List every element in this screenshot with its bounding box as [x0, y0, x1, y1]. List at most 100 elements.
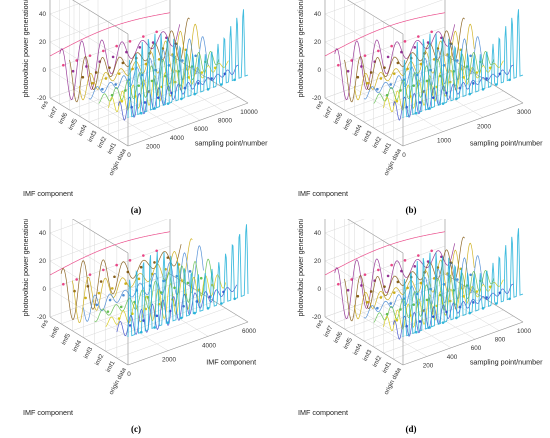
series-marker-imf7 [386, 274, 390, 278]
grid-line-floor-imf4 [88, 78, 210, 123]
series-marker-origin-data [220, 83, 223, 86]
grid-line-back-z-20 [324, 219, 443, 262]
z-axis-label: photovoltaic power generation/MW [296, 219, 305, 316]
series-marker-imf7 [111, 55, 115, 59]
axis-box-edge [444, 273, 524, 323]
y-axis-label: IMF component [298, 189, 348, 198]
series-marker-origin-data [495, 302, 498, 305]
series-line-origin-data [127, 224, 249, 338]
series-marker-res [390, 263, 393, 267]
series-marker-imf7 [360, 284, 363, 287]
series-marker-origin-data [220, 302, 223, 305]
series-marker-imf7 [413, 265, 417, 268]
series-marker-imf7 [71, 69, 75, 73]
y-axis-label: IMF component [23, 189, 73, 198]
series-marker-imf5 [379, 296, 383, 299]
z-axis-label: photovoltaic power generation/MW [21, 0, 30, 97]
series-marker-origin-data [481, 88, 485, 91]
series-marker-res [390, 44, 393, 48]
series-marker-origin-data [193, 311, 196, 315]
x-tick-label-1000: 1000 [517, 328, 532, 335]
series-marker-imf5 [124, 282, 127, 285]
series-marker-imf2 [395, 318, 399, 322]
category-tick-label-imf2: imf2 [371, 354, 383, 368]
grid-line-back-z-0 [49, 245, 171, 290]
series-marker-imf6 [166, 256, 170, 259]
series-line-imf7 [59, 24, 181, 101]
series-marker-imf7 [426, 260, 430, 263]
axis-box-edge [72, 219, 129, 254]
series-marker-res [62, 282, 65, 286]
x-tick-label-600: 600 [471, 345, 482, 352]
category-tick-label-imf4: imf4 [352, 342, 364, 356]
x-tick-label-400: 400 [447, 354, 458, 361]
series-marker-imf3 [412, 84, 416, 87]
z-tick-label-40: 40 [39, 11, 47, 18]
category-tick-label-imf1: imf1 [106, 141, 118, 155]
series-marker-imf5 [366, 300, 369, 304]
series-marker-origin-data [428, 107, 431, 110]
series-marker-imf4 [469, 273, 472, 277]
series-marker-imf3 [173, 286, 176, 290]
category-tick-label-imf3: imf3 [83, 346, 95, 360]
series-line-imf5 [71, 238, 193, 323]
series-marker-imf4 [376, 306, 379, 310]
grid-line-back-z-40 [324, 219, 365, 234]
grid-line-floor-imf3 [373, 303, 494, 348]
series-marker-imf5 [104, 77, 108, 80]
grid-line-floor-imf3 [94, 301, 215, 345]
grid-line-floor-imf6 [344, 285, 465, 330]
axis-box-edge [127, 102, 249, 147]
x-tick-label-200: 200 [423, 362, 434, 369]
series-marker-imf7 [400, 269, 403, 273]
series-marker-imf1 [210, 77, 213, 80]
grid-line-back-z-20 [49, 219, 168, 262]
series-marker-origin-data [468, 92, 471, 96]
series-marker-res [337, 63, 340, 67]
series-marker-origin-data [180, 97, 183, 101]
series-marker-origin-data [153, 326, 156, 329]
series-line-imf1 [392, 283, 514, 340]
series-marker-imf1 [485, 296, 488, 299]
x-tick-label-2000: 2000 [162, 357, 177, 364]
axis-box-edge [324, 97, 404, 147]
series-marker-imf4 [101, 87, 104, 91]
series-marker-imf5 [131, 67, 134, 71]
axis-box-edge [49, 316, 129, 366]
category-tick-label-imf3: imf3 [87, 129, 99, 143]
series-marker-imf2 [131, 312, 134, 316]
panel-c: -2002040600200040006000resimf6imf5imf4im… [0, 219, 275, 438]
series-marker-imf6 [356, 75, 360, 79]
x-axis-label: sampling point/number [195, 139, 268, 148]
x-tick-label-6000: 6000 [242, 328, 257, 335]
z-tick-label-0: 0 [317, 67, 321, 74]
series-marker-imf1 [142, 319, 145, 322]
grid-line-floor-imf6 [69, 66, 190, 111]
series-marker-imf2 [213, 66, 217, 70]
panel-d: -2002040602004006008001000resimf7imf6imf… [275, 219, 550, 438]
category-tick-label-imf1: imf1 [381, 141, 393, 155]
series-marker-res [430, 30, 433, 34]
series-marker-imf6 [139, 265, 143, 269]
series-marker-origin-data [166, 102, 170, 105]
series-marker-imf7 [151, 41, 155, 44]
x-tick-label-0: 0 [127, 152, 131, 159]
grid-line-floor-imf1 [118, 96, 239, 141]
x-tick-label-10000: 10000 [240, 109, 258, 116]
grid-line-back-z-20 [324, 0, 443, 43]
series-marker-origin-data [153, 107, 156, 110]
z-tick-label-0: 0 [42, 67, 46, 74]
series-line-imf3 [98, 50, 220, 104]
series-line-imf3 [373, 269, 495, 323]
series-marker-origin-data [508, 297, 511, 301]
x-tick-label-8000: 8000 [218, 118, 233, 125]
x-tick-label-0: 0 [127, 371, 131, 378]
series-marker-origin-data [206, 88, 210, 91]
series-marker-imf2 [475, 71, 479, 74]
z-tick-label-0: 0 [317, 286, 321, 293]
series-marker-imf4 [376, 87, 379, 91]
series-marker-origin-data [140, 111, 143, 115]
series-marker-imf6 [383, 66, 386, 69]
grid-line-floor-imf1 [116, 314, 237, 359]
series-marker-imf5 [117, 72, 121, 75]
